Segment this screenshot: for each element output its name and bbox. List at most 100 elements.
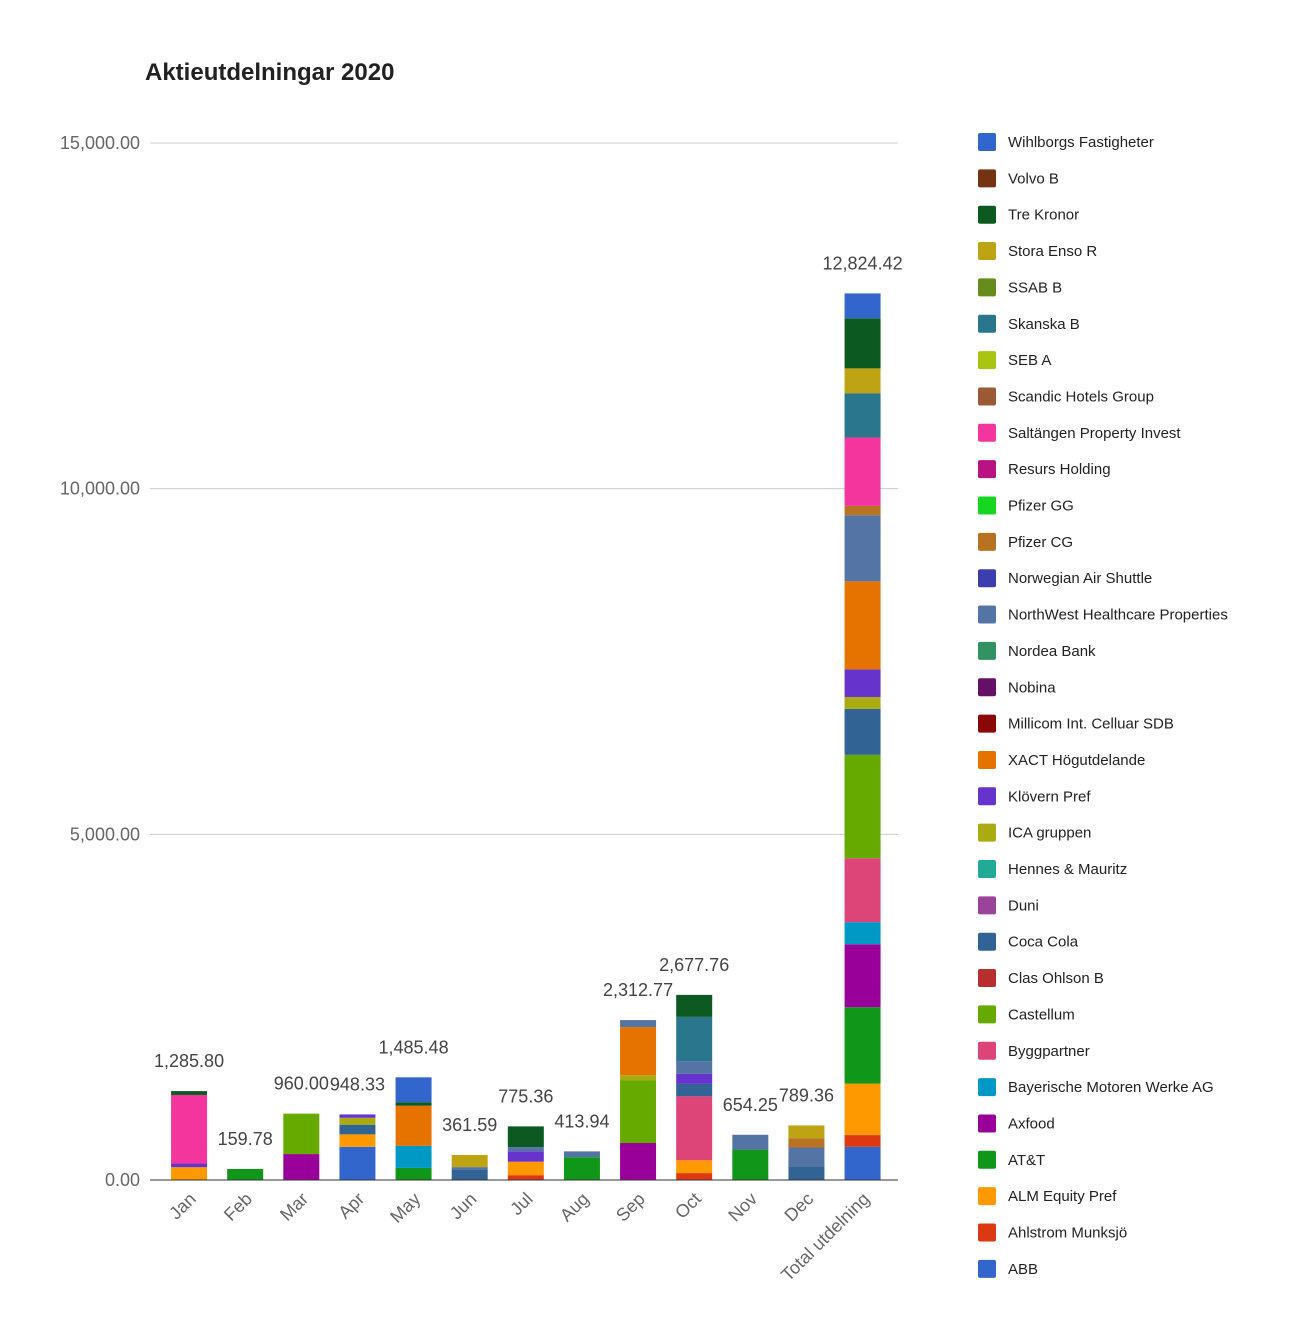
legend: Wihlborgs Fastigheter Volvo B Tre Kronor St… [978, 133, 1228, 1278]
bar-stack-jun [451, 1155, 488, 1180]
x-tick-label-jul: Jul [506, 1189, 536, 1219]
legend-item-pfizer-cg: Pfizer CG [978, 532, 1073, 551]
bar-segment-total-utdelning-castellum [844, 754, 881, 859]
legend-label: Millicom Int. Celluar SDB [1008, 716, 1174, 733]
bar-stack-oct [676, 994, 713, 1180]
legend-item-stora-enso-r: Stora Enso R [978, 242, 1097, 261]
data-label-feb: 159.78 [218, 1129, 273, 1149]
bar-segment-total-utdelning-ica-gruppen [844, 696, 881, 709]
legend-item-volvo-b: Volvo B [978, 169, 1059, 188]
y-tick-label: 10,000.00 [60, 479, 140, 499]
legend-label: Nobina [1008, 679, 1056, 696]
bar-segment-aug-northwest-healthcare-properties [563, 1151, 600, 1158]
bar-segment-jul-alm-equity-pref [507, 1161, 544, 1176]
bar-segment-total-utdelning-pfizer-cg [844, 505, 881, 516]
legend-swatch [978, 496, 996, 515]
bar-segment-oct-skanska-b [676, 1016, 713, 1062]
x-tick-label-jun: Jun [446, 1189, 481, 1224]
x-tick-label-dec: Dec [780, 1189, 817, 1226]
bar-segment-apr-coca-cola [339, 1124, 376, 1135]
bar-segment-dec-northwest-healthcare-properties [788, 1147, 825, 1167]
legend-item-ica-gruppen: ICA gruppen [978, 823, 1091, 842]
legend-swatch [978, 714, 996, 733]
legend-label: Pfizer CG [1008, 534, 1073, 551]
legend-item-klovern-pref: Klövern Pref [978, 787, 1091, 806]
bar-segment-jun-stora-enso-r [451, 1155, 488, 1168]
legend-item-tre-kronor: Tre Kronor [978, 205, 1079, 224]
bar-stack-total-utdelning [844, 293, 881, 1180]
x-tick-label-nov: Nov [724, 1189, 761, 1226]
legend-item-nordea-bank: Nordea Bank [978, 641, 1096, 660]
x-axis: Jan Feb Mar Apr May Jun Jul Aug Sep Oct Nov DecTota… [165, 1189, 873, 1285]
bar-segment-total-utdelning-byggpartner [844, 858, 881, 923]
bar-stack-sep [620, 1020, 657, 1180]
legend-item-castellum: Castellum [978, 1005, 1075, 1024]
legend-label: Castellum [1008, 1006, 1075, 1023]
legend-swatch [978, 641, 996, 660]
data-label-dec: 789.36 [779, 1085, 834, 1105]
legend-label: Byggpartner [1008, 1043, 1090, 1060]
bar-stack-aug [563, 1151, 600, 1180]
bar-segment-dec-coca-cola [788, 1166, 825, 1180]
bar-segment-total-utdelning-ahlstrom-munksjo [844, 1135, 881, 1147]
legend-item-at-t: AT&T [978, 1150, 1045, 1169]
legend-swatch [978, 1005, 996, 1024]
legend-label: XACT Högutdelande [1008, 752, 1145, 769]
legend-label: Clas Ohlson B [1008, 970, 1104, 987]
bar-segment-total-utdelning-abb [844, 1146, 881, 1180]
data-label-mar: 960.00 [274, 1074, 329, 1094]
bar-stacks [171, 293, 881, 1180]
bar-segment-sep-ica-gruppen [620, 1075, 657, 1081]
legend-item-millicom-int-celluar-sdb: Millicom Int. Celluar SDB [978, 714, 1174, 733]
x-tick-label-apr: Apr [334, 1189, 368, 1223]
bar-stack-nov [732, 1134, 769, 1180]
bar-stack-jul [507, 1126, 544, 1180]
legend-item-scandic-hotels-group: Scandic Hotels Group [978, 387, 1154, 406]
bar-segment-may-tre-kronor [395, 1102, 432, 1106]
legend-swatch [978, 242, 996, 261]
bar-segment-oct-coca-cola [676, 1083, 713, 1097]
legend-swatch [978, 205, 996, 224]
bar-segment-oct-northwest-healthcare-properties [676, 1061, 713, 1074]
x-tick-label-sep: Sep [612, 1189, 649, 1226]
bar-segment-sep-xact-hogutdelande [620, 1027, 657, 1076]
bar-segment-total-utdelning-coca-cola [844, 708, 881, 755]
legend-item-ssab-b: SSAB B [978, 278, 1062, 297]
legend-item-pfizer-gg: Pfizer GG [978, 496, 1074, 515]
data-label-jun: 361.59 [442, 1115, 497, 1135]
bar-segment-jul-tre-kronor [507, 1126, 544, 1148]
legend-item-norwegian-air-shuttle: Norwegian Air Shuttle [978, 569, 1152, 588]
legend-label: ALM Equity Pref [1008, 1188, 1117, 1205]
y-tick-label: 5,000.00 [70, 824, 140, 844]
legend-swatch [978, 605, 996, 624]
bar-segment-total-utdelning-klovern-pref [844, 669, 881, 697]
legend-swatch [978, 787, 996, 806]
bar-segment-may-at-t [395, 1167, 432, 1180]
x-tick-label-oct: Oct [671, 1189, 705, 1223]
bar-segment-oct-alm-equity-pref [676, 1160, 713, 1174]
legend-label: Pfizer GG [1008, 498, 1074, 515]
legend-swatch [978, 1259, 996, 1278]
legend-item-clas-ohlson-b: Clas Ohlson B [978, 969, 1104, 988]
bar-segment-oct-tre-kronor [676, 994, 713, 1017]
legend-label: Axfood [1008, 1115, 1055, 1132]
legend-swatch [978, 569, 996, 588]
bar-stack-mar [283, 1113, 320, 1180]
legend-item-hennes-mauritz: Hennes & Mauritz [978, 860, 1127, 878]
data-label-jan: 1,285.80 [154, 1051, 224, 1071]
legend-swatch [978, 860, 996, 878]
legend-swatch [978, 423, 996, 442]
bar-segment-mar-castellum [283, 1113, 320, 1155]
data-label-apr: 948.33 [330, 1074, 385, 1094]
legend-swatch [978, 387, 996, 406]
bar-segment-dec-pfizer-cg [788, 1138, 825, 1148]
bar-segment-jul-northwest-healthcare-properties [507, 1147, 544, 1152]
x-tick-label-aug: Aug [556, 1189, 593, 1226]
legend-label: Coca Cola [1008, 934, 1079, 951]
legend-label: Ahlstrom Munksjö [1008, 1225, 1127, 1242]
bar-segment-total-utdelning-skanska-b [844, 393, 881, 438]
legend-swatch [978, 1041, 996, 1060]
bar-segment-jan-saltangen-property-invest [171, 1094, 208, 1164]
x-tick-label-feb: Feb [220, 1189, 256, 1225]
bar-segment-may-bayerische-motoren-werke-ag [395, 1145, 432, 1168]
